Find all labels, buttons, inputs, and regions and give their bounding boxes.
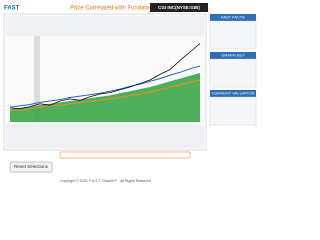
legend-bar[interactable]	[59, 151, 191, 159]
ticker: CGI INC(NYSE:GIB)	[158, 5, 200, 10]
series-line	[9, 65, 201, 108]
reset-button-label[interactable]: Reset Selections	[14, 164, 49, 169]
series-line	[9, 43, 201, 110]
bottom-table	[6, 124, 204, 148]
top-table	[6, 16, 204, 36]
sidebar-body	[209, 20, 257, 50]
sidebar-header	[210, 52, 256, 59]
sidebar-body	[209, 58, 257, 88]
sidebar-header-label: GRAPH KEY	[221, 53, 245, 58]
sidebar-header	[210, 14, 256, 21]
ticker-box	[150, 3, 208, 12]
sidebar-header-label: FAST FACTS	[221, 15, 245, 20]
sidebar-body	[209, 96, 257, 126]
sidebar-header	[210, 90, 256, 97]
logo: FAST	[4, 6, 20, 12]
series-line	[9, 79, 201, 112]
reset-button[interactable]	[9, 161, 53, 173]
highlight-column	[34, 36, 40, 122]
earnings-area	[10, 73, 200, 122]
footer: Copyright © 2020, F.A.S.T. Graphs™ - All…	[60, 179, 151, 183]
sidebar-header-label: CURRENT VALUATION	[212, 91, 255, 96]
page: FAST Price Correlated with Fundamentals …	[3, 3, 257, 183]
plot	[9, 43, 201, 122]
sidebar: FAST FACTS GRAPH KEY CURRENT VALUATION	[209, 14, 257, 126]
page-title: Price Correlated with Fundamentals	[70, 6, 165, 12]
